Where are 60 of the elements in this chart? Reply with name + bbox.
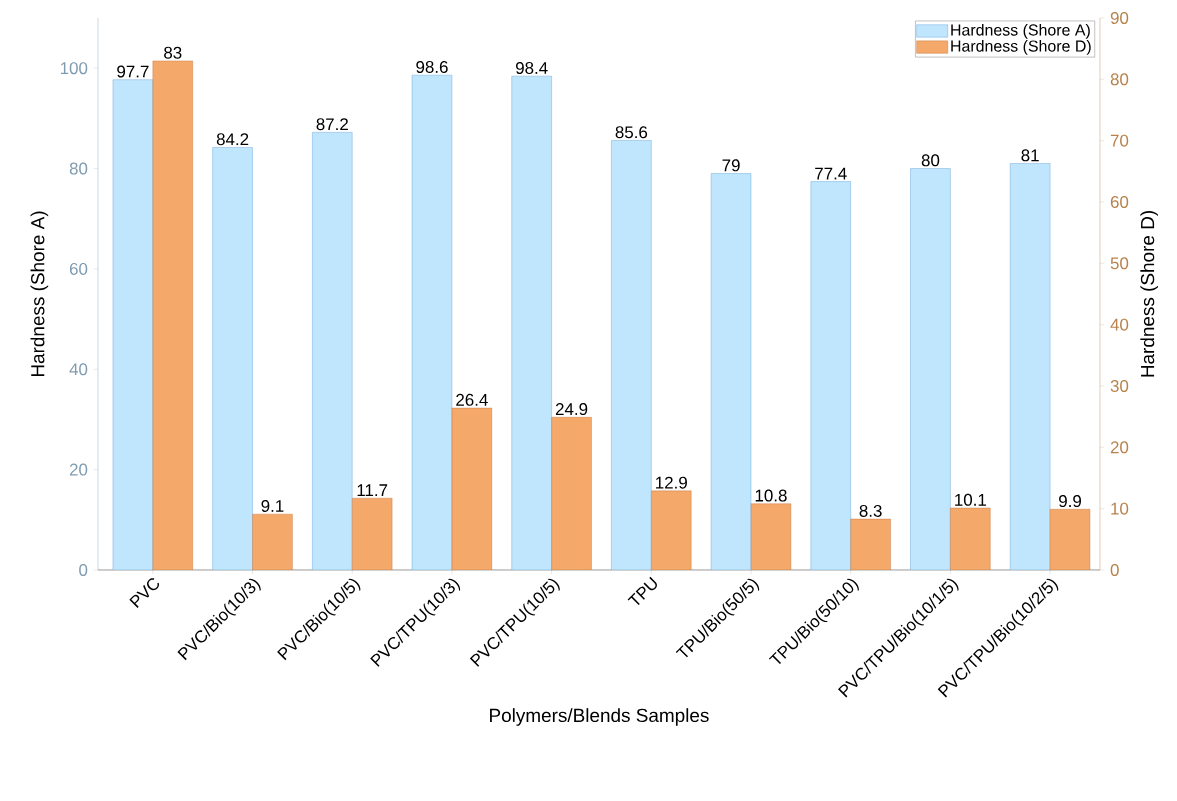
y-tick-label: 60 bbox=[69, 262, 88, 275]
data-label: 9.1 bbox=[261, 499, 284, 512]
data-label: 10.8 bbox=[755, 489, 787, 502]
data-label: 80 bbox=[921, 154, 940, 167]
data-label: 8.3 bbox=[859, 504, 882, 517]
bar bbox=[910, 168, 951, 570]
x-tick-label: TPU bbox=[627, 576, 657, 606]
data-label: 79 bbox=[722, 159, 740, 172]
data-label: 81 bbox=[1021, 149, 1039, 162]
data-label: 98.6 bbox=[416, 61, 448, 73]
bar bbox=[212, 147, 253, 570]
data-label: 12.9 bbox=[656, 476, 687, 489]
bar bbox=[950, 507, 991, 570]
y-tick-label: 80 bbox=[69, 162, 88, 175]
legend-label: Hardness (Shore D) bbox=[951, 40, 1091, 55]
data-label: 83 bbox=[164, 46, 182, 59]
bar bbox=[551, 417, 592, 570]
data-label: 77.4 bbox=[815, 167, 847, 180]
bar bbox=[451, 407, 492, 570]
y2-tick-label: 0 bbox=[1110, 563, 1119, 576]
bar bbox=[352, 498, 393, 570]
y-tick-label: 20 bbox=[69, 463, 88, 476]
data-label: 87.2 bbox=[316, 118, 348, 131]
data-label: 97.7 bbox=[117, 65, 149, 78]
y2-tick-label: 70 bbox=[1110, 134, 1129, 147]
y2-tick-label: 30 bbox=[1110, 379, 1129, 392]
data-label: 24.9 bbox=[555, 403, 588, 416]
bar bbox=[1049, 509, 1091, 570]
y2-tick-label: 10 bbox=[1111, 502, 1129, 515]
y2-tick-label: 60 bbox=[1110, 195, 1129, 208]
bar bbox=[411, 74, 453, 570]
data-label: 85.6 bbox=[615, 126, 648, 139]
bar bbox=[850, 518, 891, 570]
y2-tick-label: 90 bbox=[1110, 11, 1129, 24]
y2-axis-title: Hardness (Shore D) bbox=[1140, 211, 1158, 377]
x-axis-title: Polymers/Blends Samples bbox=[490, 708, 709, 726]
bar bbox=[750, 503, 792, 570]
data-label: 84.2 bbox=[216, 133, 249, 146]
data-label: 98.4 bbox=[515, 62, 548, 74]
bar bbox=[810, 181, 851, 570]
y-tick-label: 100 bbox=[60, 62, 88, 75]
bar bbox=[611, 140, 652, 570]
bar bbox=[312, 132, 353, 570]
y-tick-label: 0 bbox=[79, 563, 88, 576]
data-label: 10.1 bbox=[955, 493, 986, 506]
y2-tick-label: 40 bbox=[1110, 318, 1129, 331]
bar bbox=[710, 173, 752, 570]
bar bbox=[1010, 163, 1051, 570]
data-label: 26.4 bbox=[456, 393, 488, 406]
y2-tick-label: 50 bbox=[1110, 257, 1129, 270]
data-label: 9.9 bbox=[1059, 495, 1081, 508]
y2-tick-label: 80 bbox=[1110, 73, 1129, 86]
data-label: 11.7 bbox=[357, 484, 388, 497]
bar bbox=[511, 75, 552, 570]
bar bbox=[252, 513, 293, 570]
y2-tick-label: 20 bbox=[1110, 441, 1129, 454]
bar bbox=[651, 490, 692, 570]
y-tick-label: 40 bbox=[69, 363, 88, 376]
legend-label: Hardness (Shore A) bbox=[951, 23, 1090, 39]
y-axis-title: Hardness (Shore A) bbox=[30, 211, 49, 377]
